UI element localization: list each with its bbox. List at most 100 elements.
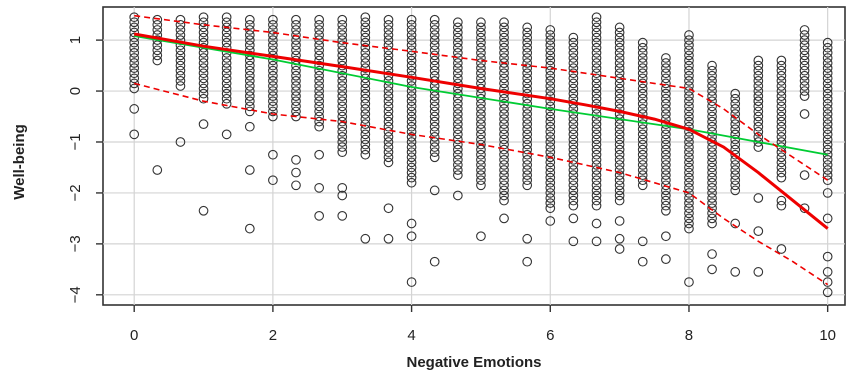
data-point — [337, 76, 348, 86]
data-point — [452, 114, 463, 124]
data-point — [568, 83, 579, 94]
data-point — [129, 104, 140, 114]
data-point — [591, 93, 602, 104]
data-point — [360, 42, 371, 53]
data-point — [684, 188, 694, 198]
data-point — [198, 17, 209, 28]
data-point — [776, 152, 787, 163]
data-point — [568, 73, 579, 84]
data-point — [684, 182, 694, 193]
data-point — [776, 111, 787, 122]
data-point — [545, 45, 556, 56]
data-point — [499, 37, 509, 48]
data-point — [360, 119, 371, 130]
data-point — [499, 160, 509, 170]
data-point — [707, 182, 717, 193]
data-point — [568, 42, 579, 53]
data-point — [637, 165, 648, 175]
data-point — [568, 129, 579, 140]
data-point — [499, 185, 509, 196]
data-point — [476, 53, 486, 63]
data-point — [429, 50, 440, 61]
data-point — [244, 65, 255, 76]
data-point — [291, 96, 301, 107]
data-point — [499, 73, 509, 84]
data-point — [776, 96, 787, 107]
data-point — [614, 27, 625, 38]
data-point — [476, 139, 486, 150]
data-point — [129, 63, 140, 73]
data-point — [637, 139, 648, 150]
data-point — [406, 277, 417, 287]
data-point — [337, 40, 348, 51]
data-point — [175, 50, 186, 61]
data-point — [452, 165, 463, 175]
data-point — [522, 27, 533, 38]
data-point — [452, 170, 463, 180]
data-point — [476, 98, 486, 109]
data-point — [198, 205, 209, 216]
data-point — [499, 119, 509, 130]
data-point — [337, 142, 348, 152]
data-point — [406, 106, 417, 117]
data-point — [730, 139, 741, 150]
data-point — [476, 32, 486, 43]
data-point — [406, 116, 417, 127]
data-point — [545, 35, 556, 45]
data-point — [383, 147, 394, 158]
data-point — [637, 53, 648, 63]
data-point — [753, 101, 764, 112]
data-point — [522, 124, 533, 135]
data-point — [684, 213, 694, 224]
data-point — [545, 25, 556, 35]
data-point — [684, 142, 694, 152]
data-point — [684, 152, 694, 163]
data-point — [568, 68, 579, 79]
data-point — [129, 58, 140, 68]
data-point — [707, 157, 717, 168]
data-point — [614, 124, 625, 135]
data-point — [614, 32, 625, 43]
data-point — [684, 116, 694, 127]
data-point — [429, 60, 440, 71]
data-point — [822, 98, 833, 109]
data-point — [221, 98, 232, 109]
data-point — [661, 154, 671, 165]
data-point — [268, 70, 278, 81]
data-point — [591, 83, 602, 94]
data-point — [568, 32, 579, 43]
data-point — [152, 55, 163, 66]
data-point — [221, 22, 232, 33]
data-point — [684, 60, 694, 71]
data-point — [244, 81, 255, 91]
data-point — [591, 144, 602, 155]
data-point — [268, 91, 278, 101]
data-point — [452, 42, 463, 53]
data-point — [637, 109, 648, 119]
data-point — [753, 65, 764, 76]
data-point — [545, 216, 556, 226]
data-point — [175, 76, 186, 86]
data-point — [406, 162, 417, 173]
data-point — [822, 188, 833, 198]
data-point — [684, 277, 694, 287]
data-point — [406, 231, 417, 242]
data-point — [730, 93, 741, 104]
data-point — [383, 203, 394, 214]
data-point — [707, 111, 717, 122]
data-point — [799, 76, 810, 86]
data-point — [684, 132, 694, 142]
x-axis-label: Negative Emotions — [406, 354, 541, 371]
data-point — [684, 55, 694, 66]
data-point — [591, 200, 602, 211]
data-point — [822, 78, 833, 89]
data-point — [383, 132, 394, 142]
data-point — [129, 42, 140, 53]
data-point — [776, 86, 787, 96]
data-point — [522, 144, 533, 155]
data-point — [383, 137, 394, 147]
data-point — [545, 106, 556, 117]
data-point — [776, 172, 787, 183]
data-point — [198, 53, 209, 63]
